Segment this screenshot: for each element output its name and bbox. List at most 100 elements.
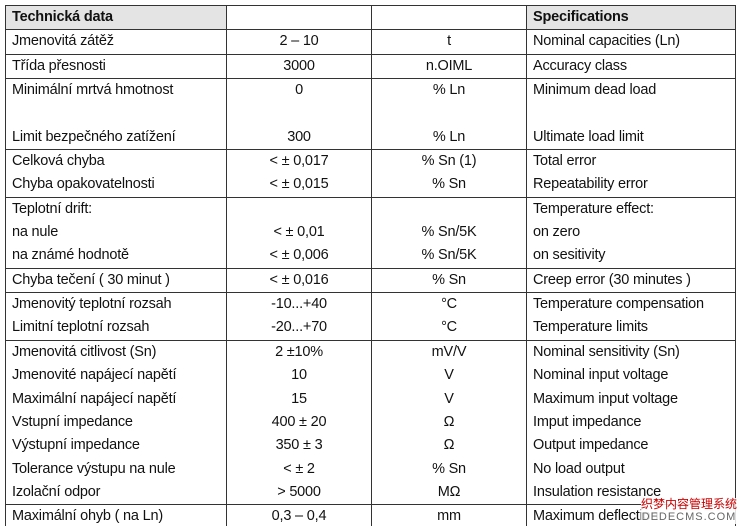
parameter-en: Creep error (30 minutes ) bbox=[533, 271, 691, 288]
value: -10...+40 bbox=[271, 296, 327, 313]
parameter-cz: Třída přesnosti bbox=[12, 57, 106, 74]
value: 350 ± 3 bbox=[275, 437, 323, 454]
parameter-en: Maximum deflection bbox=[533, 508, 659, 525]
watermark-text: 织梦内容管理系统 bbox=[640, 497, 737, 511]
parameter-en: Nominal capacities (Ln) bbox=[533, 33, 680, 50]
row-group: Maximální ohyb ( na Ln) 0,3 – 0,4 mm Maximu… bbox=[6, 504, 735, 526]
parameter-cz: na známé hodnotě bbox=[12, 247, 129, 264]
cell: 3000 bbox=[226, 54, 371, 79]
cell: Total error Repeatability error bbox=[526, 150, 735, 197]
row-group: Třída přesnosti 3000 n.OIML Accuracy class bbox=[6, 53, 735, 79]
unit bbox=[372, 198, 526, 221]
parameter-cz: Vstupní impedance bbox=[12, 413, 133, 430]
parameter-cz: Izolační odpor bbox=[12, 483, 101, 500]
parameter-cz: Jmenovité napájecí napětí bbox=[12, 367, 177, 384]
cell: Celková chyba Chyba opakovatelnosti bbox=[6, 150, 226, 197]
cell: < ± 0,01 < ± 0,006 bbox=[226, 197, 371, 268]
parameter-cz: Limitní teplotní rozsah bbox=[12, 319, 150, 336]
row-group: Teplotní drift: na nule na známé hodnotě < … bbox=[6, 196, 735, 268]
unit: °C bbox=[441, 296, 457, 313]
parameter-cz bbox=[6, 102, 226, 125]
cell: Třída přesnosti bbox=[6, 55, 226, 78]
value: 3000 bbox=[283, 57, 315, 74]
parameter-en: Insulation resistance bbox=[533, 483, 661, 500]
value: < ± 0,01 bbox=[273, 224, 325, 241]
cell: < ± 0,016 bbox=[226, 268, 371, 293]
value: 400 ± 20 bbox=[271, 413, 327, 430]
header-cell bbox=[371, 6, 526, 30]
value bbox=[227, 198, 371, 221]
unit: t bbox=[447, 33, 451, 50]
parameter-en: Repeatability error bbox=[533, 176, 648, 193]
parameter-en: on sesitivity bbox=[533, 247, 606, 264]
parameter-en: Nominal sensitivity (Sn) bbox=[533, 343, 680, 360]
unit: mm bbox=[437, 508, 461, 525]
cell: mV/V V V Ω Ω% Sn MΩ bbox=[371, 340, 526, 505]
cell: °C °C bbox=[371, 293, 526, 340]
parameter-cz: Celková chyba bbox=[12, 153, 105, 170]
cell: Maximální ohyb ( na Ln) bbox=[6, 505, 226, 526]
value: < ± 2 bbox=[283, 460, 315, 477]
parameter-en: Output impedance bbox=[533, 437, 649, 454]
value: < ± 0,016 bbox=[269, 271, 329, 288]
watermark-text: DEDECMS.COM bbox=[641, 511, 737, 523]
header-cell: Specifications bbox=[526, 6, 735, 30]
cell: Temperature effect: on zero on sesitivity bbox=[526, 197, 735, 268]
header-row: Technická data Specifications bbox=[6, 6, 735, 30]
cell: 0,3 – 0,4 bbox=[226, 505, 371, 526]
row-group: Chyba tečení ( 30 minut ) < ± 0,016 % Sn Cr… bbox=[6, 267, 735, 293]
spec-table: Technická data Specifications Jmenovitá … bbox=[5, 5, 736, 526]
cell: Minimální mrtvá hmotnost Limit bezpečného… bbox=[6, 79, 226, 149]
unit: n.OIML bbox=[425, 57, 473, 74]
unit: V bbox=[444, 390, 454, 407]
cell: Minimum dead load Ultimate load limit bbox=[526, 79, 735, 150]
parameter-en: on zero bbox=[533, 224, 580, 241]
unit: % Sn/5K bbox=[421, 224, 477, 241]
parameter-en: Maximum input voltage bbox=[533, 390, 678, 407]
cell: % Sn (1) % Sn bbox=[371, 150, 526, 197]
cell: Jmenovitý teplotní rozsah Limitní teplotn… bbox=[6, 293, 226, 340]
row-group: Jmenovitý teplotní rozsah Limitní teplotn… bbox=[6, 292, 735, 340]
unit: % Ln bbox=[432, 82, 466, 99]
header-left: Technická data bbox=[12, 9, 113, 25]
value: 300 bbox=[287, 128, 311, 145]
parameter-en: Total error bbox=[533, 153, 597, 170]
value: < ± 0,017 bbox=[269, 153, 329, 170]
row-group: Minimální mrtvá hmotnost Limit bezpečného… bbox=[6, 78, 735, 150]
value: 15 bbox=[291, 390, 307, 407]
unit: % Sn bbox=[432, 271, 466, 288]
value: < ± 0,006 bbox=[269, 247, 329, 264]
cell: < ± 0,017 < ± 0,015 bbox=[226, 150, 371, 197]
value: 2 – 10 bbox=[279, 33, 319, 50]
unit: % Ln bbox=[432, 128, 466, 145]
cell: Chyba tečení ( 30 minut ) bbox=[6, 269, 226, 292]
parameter-cz: Maximální ohyb ( na Ln) bbox=[12, 508, 163, 525]
cell: Nominal sensitivity (Sn) Nominal input vo… bbox=[526, 340, 735, 505]
parameter-cz: Jmenovitý teplotní rozsah bbox=[12, 296, 172, 313]
cell: Nominal capacities (Ln) bbox=[526, 30, 735, 54]
value: 2 ±10% bbox=[275, 343, 323, 360]
unit: % Sn (1) bbox=[421, 153, 477, 170]
watermark: 织梦内容管理系统 DEDECMS.COM bbox=[640, 497, 737, 524]
value bbox=[227, 102, 371, 125]
header-cell: Technická data bbox=[6, 6, 226, 30]
cell: 0 300 bbox=[226, 79, 371, 150]
cell: -10...+40 -20...+70 bbox=[226, 293, 371, 340]
row-group: Jmenovitá citlivost (Sn) Jmenovité napáje… bbox=[6, 339, 735, 505]
parameter-cz: Chyba opakovatelnosti bbox=[12, 176, 155, 193]
parameter-cz: Jmenovitá zátěž bbox=[12, 33, 114, 50]
parameter-en: Temperature compensation bbox=[533, 296, 704, 313]
parameter-en: Imput impedance bbox=[533, 413, 642, 430]
parameter-en: No load output bbox=[533, 460, 625, 477]
cell: % Sn bbox=[371, 268, 526, 293]
cell: 2 – 10 bbox=[226, 30, 371, 54]
value: 0,3 – 0,4 bbox=[271, 508, 327, 525]
unit: mV/V bbox=[431, 343, 467, 360]
parameter-cz: Maximální napájecí napětí bbox=[12, 390, 177, 407]
parameter-cz: Teplotní drift: bbox=[12, 200, 93, 217]
row-group: Jmenovitá zátěž 2 – 10 t Nominal capacities… bbox=[6, 29, 735, 54]
cell: Maximum deflection bbox=[526, 505, 735, 526]
cell: % Sn/5K % Sn/5K bbox=[371, 197, 526, 268]
unit: MΩ bbox=[437, 483, 461, 500]
parameter-cz: Jmenovitá citlivost (Sn) bbox=[12, 343, 157, 360]
